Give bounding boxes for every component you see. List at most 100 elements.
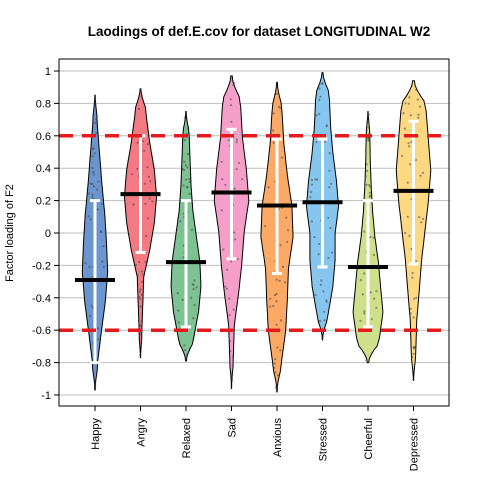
x-tick-label: Relaxed [181,418,193,458]
data-point [183,160,186,163]
data-point [183,344,186,347]
y-tick-label: -0.8 [32,358,51,370]
data-point [91,166,94,170]
data-point [102,265,105,268]
data-point [147,175,150,178]
data-point [409,312,412,315]
data-point [195,286,198,289]
y-tick-label: -0.2 [32,260,51,272]
data-point [365,163,368,166]
data-point [92,173,95,176]
data-point [275,323,278,326]
data-point [134,263,137,267]
data-point [177,309,180,312]
data-point [140,95,143,99]
data-point [359,278,362,282]
data-point [328,152,331,155]
data-point [277,105,281,108]
data-point [97,338,100,341]
data-point [408,145,411,148]
data-point [144,202,147,205]
data-point [276,346,279,349]
data-point [323,310,326,313]
data-point [367,126,370,129]
x-tick-label: Anxious [272,418,284,458]
data-point [139,288,142,291]
data-point [141,273,144,276]
data-point [93,152,96,155]
data-point [367,113,370,116]
data-point [375,306,378,309]
data-point [279,349,282,352]
data-point [185,353,189,356]
data-point [146,166,149,169]
data-point [369,291,372,294]
data-point [359,319,362,322]
data-point [327,256,330,260]
data-point [230,120,233,123]
data-point [329,227,332,230]
data-point [193,279,196,282]
data-point [140,320,143,323]
y-tick-label: 0.2 [36,196,51,208]
data-point [411,276,414,279]
data-point [227,139,230,142]
data-point [224,285,227,288]
data-point [97,180,100,183]
data-point [275,92,278,95]
data-point [183,139,186,142]
data-point [234,238,237,241]
x-tick-label: Sad [227,418,239,438]
data-point [94,121,97,124]
y-tick-label: -0.4 [32,293,51,305]
data-point [412,316,415,319]
data-point [365,129,368,132]
data-point [190,228,193,231]
data-point [193,303,196,307]
data-point [320,279,323,282]
data-point [229,260,233,263]
data-point [417,116,420,119]
chart-title: Laodings of def.E.cov for dataset LONGIT… [88,24,431,39]
data-point [318,98,321,101]
data-point [409,114,412,117]
data-point [191,283,194,286]
data-point [184,164,187,167]
data-point [140,293,143,296]
data-point [92,185,95,188]
data-point [272,304,275,308]
data-point [221,178,224,181]
data-point [139,305,142,308]
y-tick-label: 0.6 [36,131,51,143]
data-point [281,265,285,268]
data-point [421,171,425,174]
data-point [138,333,142,336]
data-point [370,318,373,321]
y-axis: 1 0.8 0.6 0.4 0.2 0 -0.2 -0.4 -0.6 -0.8 -1 [32,66,59,402]
data-point [319,283,322,286]
data-point [325,299,328,302]
data-point [90,304,93,307]
data-point [179,220,182,223]
data-point [275,278,278,281]
data-point [368,195,371,198]
data-point [231,355,234,358]
data-point [229,104,233,107]
data-point [372,253,375,257]
data-point [284,281,287,284]
data-point [185,178,188,181]
data-point [407,142,410,145]
data-point [373,297,376,300]
data-point [321,82,324,85]
data-point [229,77,232,80]
data-point [182,256,185,259]
data-point [138,261,141,264]
data-point [409,307,412,310]
data-point [415,260,418,263]
data-point [228,340,232,343]
data-point [186,166,189,169]
data-point [375,290,378,293]
data-point [275,385,278,388]
data-point [88,314,92,317]
data-point [367,119,370,122]
